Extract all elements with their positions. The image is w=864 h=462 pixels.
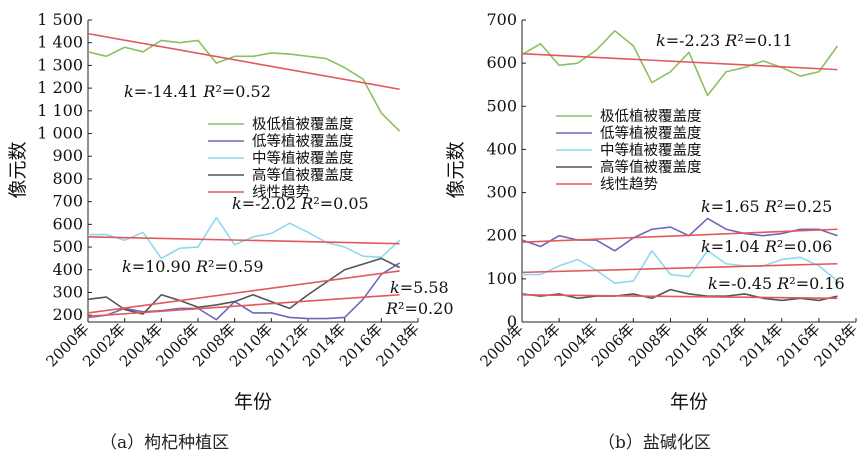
x-axis-title: 年份 [670,391,708,413]
trend-label-4: k=-0.45 R²=0.16 [708,274,845,293]
trend-label-3: k=1.04 R²=0.06 [701,237,832,256]
trend-line-4 [521,294,838,300]
y-tick-label: 1 400 [37,33,83,52]
trend-label-3: k=10.90 R²=0.59 [122,257,264,276]
series-line-3 [522,250,838,284]
y-tick-label: 1 100 [37,101,83,120]
y-tick-label: 0 [507,312,517,331]
chart-panel-a: 200 300 400 500 600 700 800 900 1 000 1 100 1 200 1… [7,10,454,413]
y-tick-label: 200 [52,305,83,324]
chart-panel-b: 01002003004005006007002000年2002年2004年200… [445,10,861,413]
legend-label-5: 线性趋势 [252,184,310,201]
trend-label-2: k=1.65 R²=0.25 [701,197,832,216]
y-tick-label: 800 [52,169,83,188]
series-line-2 [87,262,401,321]
y-tick-label: 600 [486,53,517,72]
trend-line-3 [87,270,400,314]
y-tick-label: 300 [486,183,517,202]
legend-label-2: 低等植被覆盖度 [252,132,354,150]
legend-label-1: 极低植被覆盖度 [600,108,702,125]
series-line-1 [87,39,401,132]
y-tick-label: 700 [486,10,517,29]
y-tick-label: 1 200 [37,78,83,97]
trend-label-1: k=-14.41 R²=0.52 [124,82,271,101]
x-axis-title: 年份 [234,391,272,413]
y-tick-label: 200 [486,226,517,245]
trend-label-1: k=-2.23 R²=0.11 [656,31,793,50]
y-tick-label: 1 000 [37,124,83,143]
y-tick-label: 700 [52,192,83,211]
trend-line-2 [521,228,838,243]
y-tick-label: 1 500 [37,10,83,29]
legend-label-4: 高等值被覆盖度 [600,158,702,176]
trend-label-4: k=5.58 [390,278,449,297]
caption-b: （b）盐碱化区 [598,433,711,453]
y-axis-title: 像元数 [445,141,467,198]
y-tick-label: 1 300 [37,55,83,74]
trend-line-2 [87,236,400,245]
trend-line-1 [521,52,838,71]
legend-label-2: 低等植被覆盖度 [600,124,702,142]
y-tick-label: 100 [486,269,517,288]
trend-line-3 [521,262,838,274]
legend-label-3: 中等植被覆盖度 [600,141,702,159]
y-tick-label: 400 [52,260,83,279]
trend-label-2: k=-2.02 R²=0.05 [232,194,369,213]
legend-label-1: 极低植被覆盖度 [252,116,354,133]
legend-label-4: 高等值被覆盖度 [252,166,354,184]
trend-label-4-r2: R²=0.20 [385,299,454,318]
y-tick-label: 500 [486,96,517,115]
y-tick-label: 300 [52,282,83,301]
series-line-4 [521,288,838,302]
y-tick-label: 900 [52,146,83,165]
y-tick-label: 600 [52,214,83,233]
trend-line-1 [87,32,400,91]
trend-line-4 [87,293,400,318]
y-tick-label: 500 [52,237,83,256]
legend-label-3: 中等植被覆盖度 [252,149,354,167]
caption-a: （a）枸杞种植区 [100,433,230,453]
legend-label-5: 线性趋势 [600,176,658,193]
y-tick-label: 400 [486,139,517,158]
y-axis-title: 像元数 [7,141,29,198]
